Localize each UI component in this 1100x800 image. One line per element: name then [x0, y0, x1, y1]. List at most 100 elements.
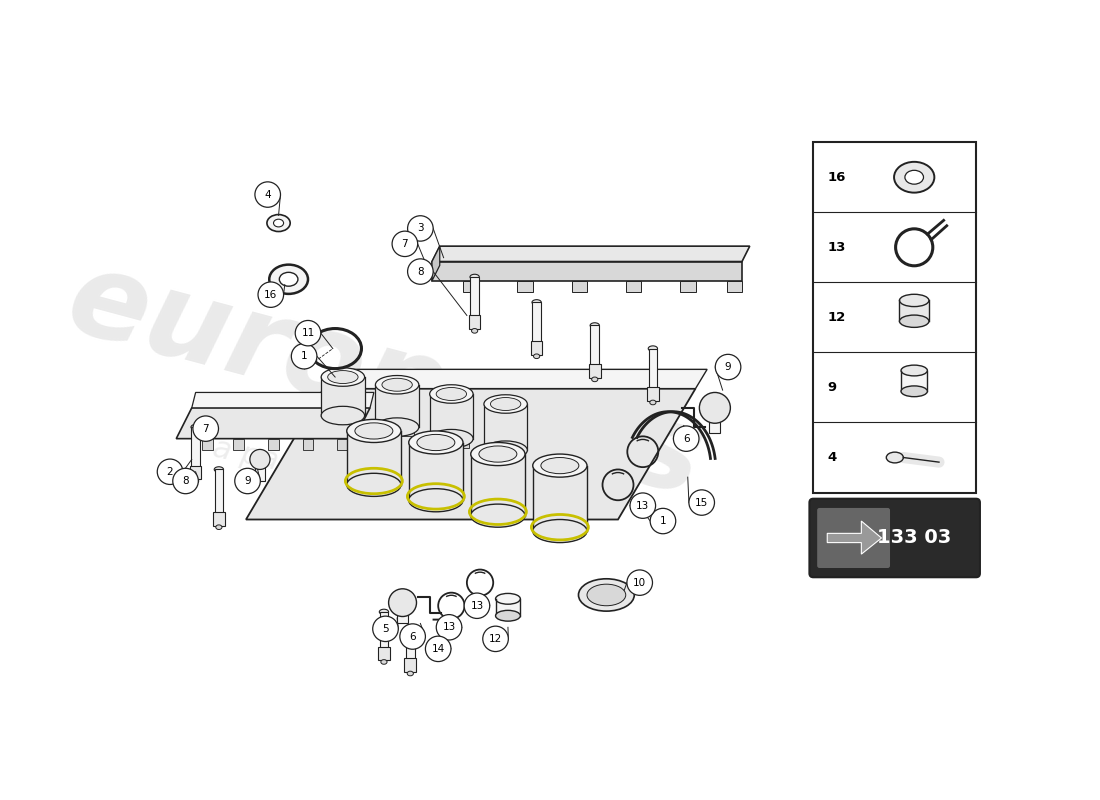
Ellipse shape [381, 660, 387, 664]
Circle shape [192, 416, 219, 442]
Circle shape [426, 636, 451, 662]
Polygon shape [246, 389, 695, 519]
Bar [591, 326, 600, 368]
Text: 16: 16 [827, 170, 846, 184]
Ellipse shape [532, 300, 541, 305]
FancyBboxPatch shape [810, 498, 980, 578]
Bar [710, 408, 720, 434]
Circle shape [373, 616, 398, 642]
Circle shape [388, 589, 417, 617]
Bar [469, 315, 481, 330]
Ellipse shape [192, 478, 199, 483]
Bar [201, 438, 212, 450]
Circle shape [292, 343, 317, 369]
Ellipse shape [471, 504, 525, 527]
Bar [649, 349, 657, 391]
Bar [378, 646, 389, 661]
Ellipse shape [346, 474, 402, 496]
Ellipse shape [409, 489, 463, 512]
Text: 2: 2 [167, 466, 174, 477]
Bar [647, 387, 659, 401]
Ellipse shape [905, 170, 924, 184]
Bar [213, 512, 224, 526]
Text: 5: 5 [382, 624, 388, 634]
Ellipse shape [534, 354, 540, 358]
Bar [517, 281, 532, 292]
Ellipse shape [478, 446, 517, 462]
Bar [191, 427, 200, 470]
Circle shape [715, 354, 740, 380]
Ellipse shape [328, 370, 359, 383]
Bar [726, 281, 742, 292]
Bar [302, 438, 313, 450]
Polygon shape [379, 427, 415, 436]
Ellipse shape [191, 425, 200, 430]
Polygon shape [432, 246, 440, 281]
Ellipse shape [496, 594, 520, 604]
Ellipse shape [541, 458, 579, 474]
Circle shape [627, 570, 652, 595]
Ellipse shape [590, 322, 600, 328]
Bar [680, 281, 695, 292]
Ellipse shape [587, 584, 626, 606]
Ellipse shape [532, 519, 587, 542]
Circle shape [437, 614, 462, 640]
Text: 9: 9 [244, 476, 251, 486]
Ellipse shape [321, 368, 364, 386]
Polygon shape [432, 246, 750, 262]
Ellipse shape [355, 423, 393, 439]
Ellipse shape [279, 272, 298, 286]
Text: 1: 1 [660, 516, 667, 526]
Polygon shape [430, 394, 473, 438]
Bar [190, 466, 201, 479]
Polygon shape [827, 521, 881, 554]
Ellipse shape [430, 385, 473, 403]
Bar [588, 364, 601, 378]
Text: 8: 8 [183, 476, 189, 486]
Bar [572, 281, 587, 292]
Bar [900, 301, 928, 322]
Ellipse shape [484, 441, 527, 459]
Ellipse shape [900, 315, 928, 327]
Ellipse shape [484, 394, 527, 414]
Bar [233, 438, 244, 450]
Ellipse shape [216, 525, 222, 530]
Bar [338, 438, 349, 450]
Ellipse shape [901, 386, 927, 397]
Bar [531, 341, 542, 354]
Ellipse shape [472, 329, 477, 333]
Ellipse shape [496, 610, 520, 621]
Text: 9: 9 [827, 381, 836, 394]
Text: 10: 10 [634, 578, 647, 588]
Text: 13: 13 [442, 622, 455, 632]
Ellipse shape [471, 442, 525, 466]
Text: 12: 12 [488, 634, 503, 644]
Ellipse shape [894, 162, 934, 193]
Polygon shape [434, 438, 469, 448]
Circle shape [650, 508, 675, 534]
Text: 6: 6 [683, 434, 690, 444]
Ellipse shape [270, 265, 308, 294]
Bar [532, 302, 541, 345]
Circle shape [399, 624, 426, 650]
Text: 14: 14 [431, 644, 444, 654]
Text: 9: 9 [725, 362, 732, 372]
Polygon shape [323, 370, 707, 389]
Bar [214, 470, 223, 516]
Bar [463, 281, 478, 292]
Ellipse shape [417, 434, 455, 450]
Text: 12: 12 [827, 311, 846, 324]
Circle shape [255, 182, 280, 207]
Circle shape [258, 282, 284, 307]
Circle shape [464, 593, 490, 618]
Ellipse shape [407, 671, 414, 676]
Circle shape [250, 450, 270, 470]
Text: 13: 13 [636, 501, 649, 510]
Polygon shape [176, 408, 370, 438]
Bar [495, 599, 520, 616]
Ellipse shape [346, 419, 402, 442]
Circle shape [408, 216, 433, 241]
Text: 1: 1 [300, 351, 307, 362]
FancyBboxPatch shape [817, 508, 890, 568]
Text: 8: 8 [417, 266, 424, 277]
